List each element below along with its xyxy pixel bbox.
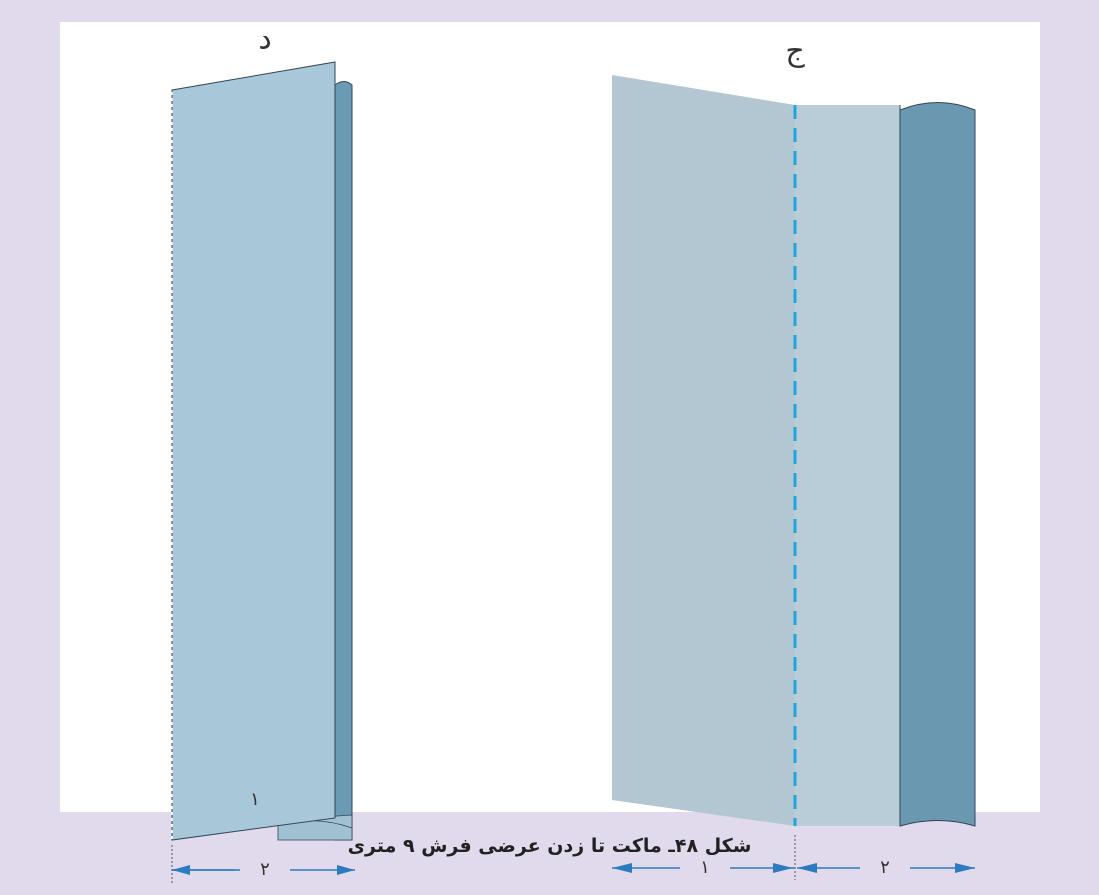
caption: شکل ۴۸ـ ماکت تا زدن عرضی فرش ۹ متری xyxy=(347,835,752,857)
figure-label: د xyxy=(258,22,271,57)
figure-label: ج xyxy=(785,34,805,69)
width-label: ۲ xyxy=(880,857,890,878)
width-label: ۲ xyxy=(260,859,270,880)
folded-carpet-right xyxy=(612,75,976,880)
width-label: ۱ xyxy=(700,857,710,878)
fold-label: ۱ xyxy=(250,789,260,810)
folded-carpet-left xyxy=(171,61,355,885)
